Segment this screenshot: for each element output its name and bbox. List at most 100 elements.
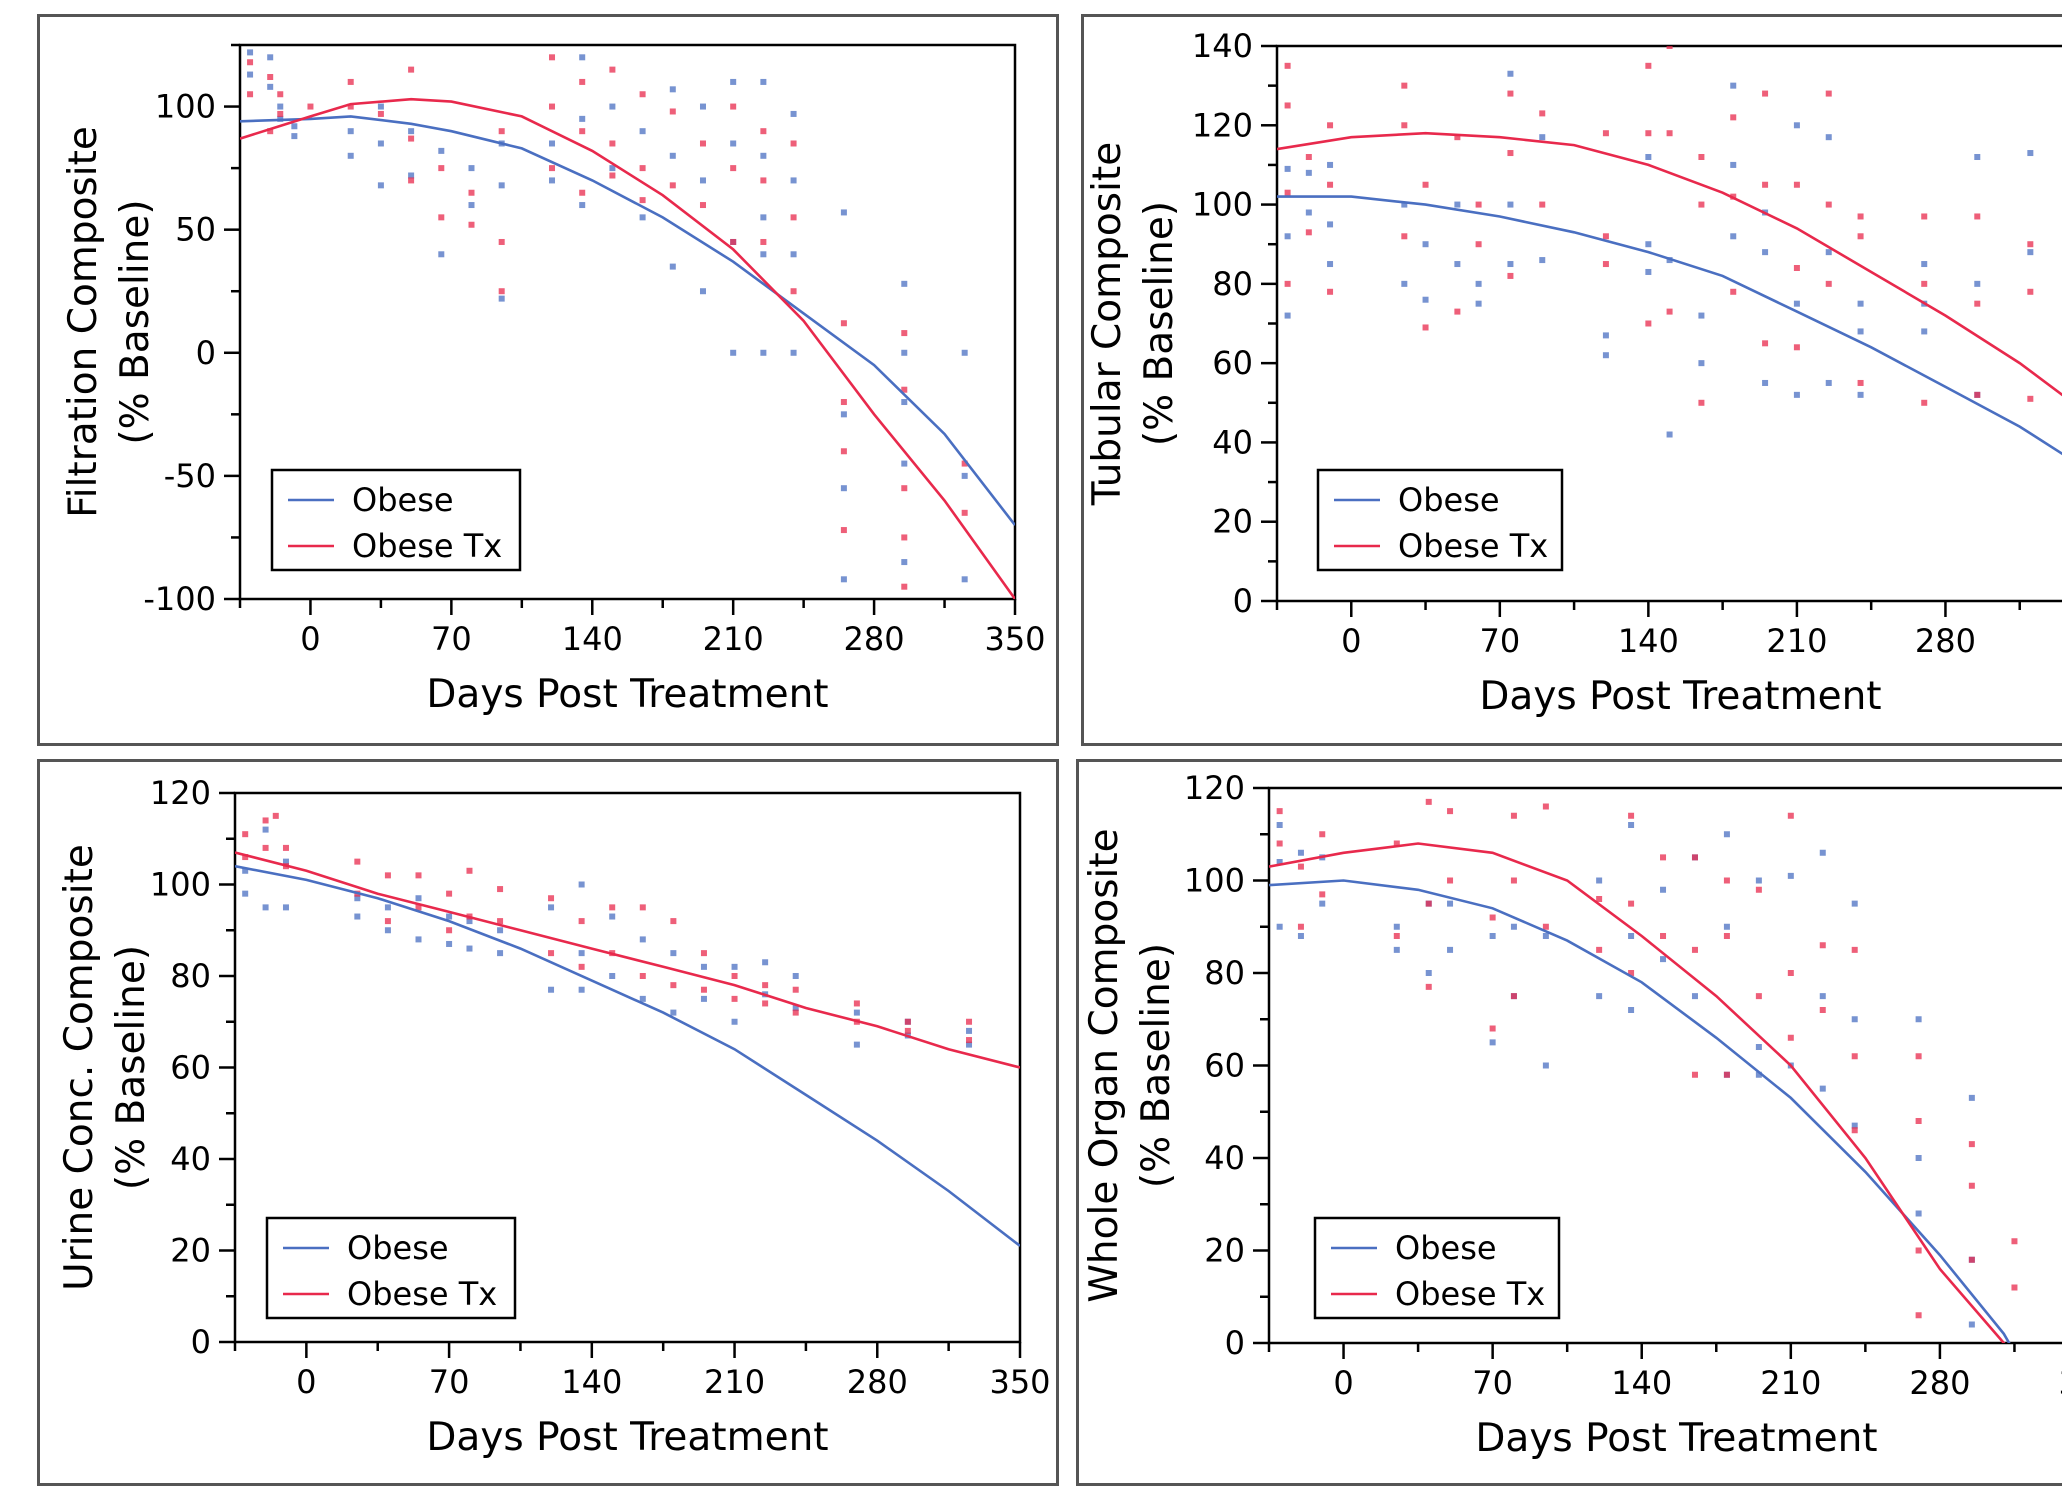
data-point [1319, 831, 1326, 838]
data-point [669, 152, 676, 159]
data-point [639, 904, 646, 911]
data-point [354, 913, 361, 920]
data-point [498, 238, 505, 245]
y-tick-label: 50 [175, 211, 216, 249]
data-point [1793, 300, 1800, 307]
data-point [282, 844, 289, 851]
data-point [1755, 886, 1762, 893]
legend-box [265, 1216, 517, 1320]
data-point [730, 78, 737, 85]
y-axis-title: Whole Organ Composite [1082, 828, 1127, 1302]
data-point [267, 83, 274, 90]
data-point [1276, 822, 1283, 828]
fit-line-obese-tx [1277, 131, 2062, 397]
data-point [901, 330, 908, 337]
data-point [1602, 332, 1609, 339]
data-point [1819, 1085, 1826, 1092]
data-point [792, 986, 799, 993]
y-tick-label: 0 [196, 334, 216, 372]
y-tick-label: 120 [150, 774, 211, 812]
x-tick-label: 210 [1766, 622, 1827, 660]
data-point [961, 509, 968, 516]
data-point [1422, 241, 1429, 248]
data-point [377, 103, 384, 110]
data-point [1787, 1034, 1794, 1041]
data-point [1857, 328, 1864, 335]
data-point [639, 165, 646, 172]
data-point [1539, 201, 1546, 208]
data-point [497, 950, 504, 957]
y-tick-label: 60 [170, 1049, 211, 1087]
data-point [242, 867, 249, 874]
x-tick-label: 140 [1618, 622, 1679, 660]
data-point [262, 817, 269, 824]
data-point [1819, 849, 1826, 856]
data-point [408, 66, 415, 73]
data-point [840, 576, 847, 583]
data-point [730, 238, 737, 245]
data-point [498, 182, 505, 189]
fit-line-obese [235, 864, 1020, 1247]
y-tick-label: 120 [1184, 769, 1245, 807]
legend-label-obese-tx: Obese Tx [347, 1275, 497, 1313]
data-point [579, 202, 586, 209]
y-tick-label: -100 [143, 580, 216, 618]
data-point [840, 209, 847, 216]
data-point [1401, 201, 1408, 208]
data-point [1762, 249, 1769, 256]
data-point [1968, 1094, 1975, 1101]
data-point [498, 288, 505, 295]
data-point [731, 1018, 738, 1025]
data-point [1596, 946, 1603, 953]
data-point [1276, 840, 1283, 847]
data-point [1851, 1016, 1858, 1023]
data-point [1660, 886, 1667, 893]
data-point [468, 221, 475, 228]
data-point [262, 844, 269, 851]
plot-area [240, 49, 1015, 599]
data-point [790, 251, 797, 258]
data-point [446, 940, 453, 947]
x-tick-label: 280 [1909, 1364, 1970, 1402]
data-point [1401, 82, 1408, 89]
legend-label-obese-tx: Obese Tx [352, 527, 502, 565]
data-point [1276, 859, 1283, 865]
data-point [1645, 130, 1652, 137]
data-point [1851, 1122, 1858, 1129]
data-point [1284, 189, 1291, 196]
data-point [1974, 213, 1981, 220]
data-point [790, 177, 797, 184]
data-point [307, 103, 314, 110]
data-point [1510, 993, 1517, 1000]
data-point [1666, 46, 1673, 49]
data-point [670, 950, 677, 957]
data-point [961, 472, 968, 479]
data-point [901, 349, 908, 356]
data-point [1825, 201, 1832, 208]
data-point [446, 890, 453, 897]
data-point [579, 54, 586, 61]
fit-line-obese [1277, 195, 2062, 456]
data-point [1276, 923, 1283, 930]
y-tick-label: 0 [1233, 582, 1253, 620]
data-point [1327, 161, 1334, 168]
data-point [1915, 1247, 1922, 1254]
data-point [1276, 808, 1283, 815]
data-point [377, 110, 384, 117]
data-point [548, 986, 555, 993]
data-point [1755, 993, 1762, 1000]
data-point [1723, 933, 1730, 939]
data-point [1787, 812, 1794, 819]
data-point [609, 165, 616, 172]
data-point [1297, 849, 1304, 856]
y-tick-label: 40 [170, 1140, 211, 1178]
data-point [2011, 1284, 2018, 1291]
data-point [1628, 812, 1635, 819]
data-point [966, 1018, 973, 1025]
data-point [1755, 877, 1762, 884]
data-point [699, 103, 706, 110]
data-point [578, 881, 585, 888]
data-point [731, 995, 738, 1002]
data-point [1393, 840, 1400, 847]
data-point [1723, 1071, 1730, 1078]
